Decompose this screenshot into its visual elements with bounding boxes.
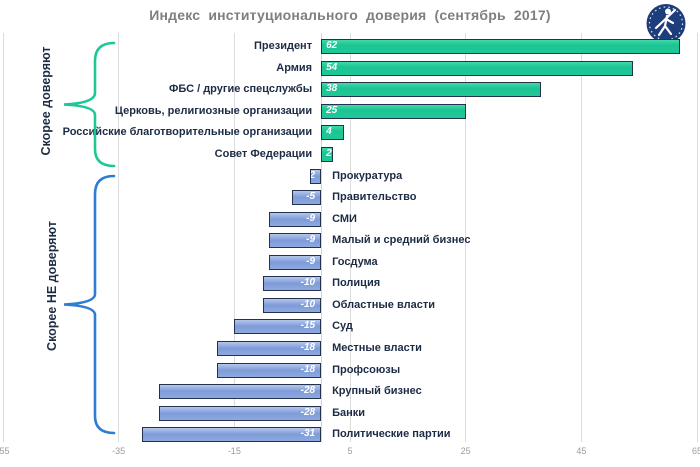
bar-negative: -28 xyxy=(159,384,322,400)
category-label: Полиция xyxy=(332,277,381,290)
x-gridline xyxy=(580,33,582,442)
bar-positive: 25 xyxy=(321,103,466,119)
category-label: Малый и средний бизнес xyxy=(332,234,471,247)
bar-negative: -10 xyxy=(263,297,322,313)
bar-value-label: -15 xyxy=(300,320,316,332)
bar-value-label: 25 xyxy=(326,104,338,116)
x-gridline xyxy=(349,33,351,442)
category-label: Местные власти xyxy=(332,341,422,354)
bar-value-label: 54 xyxy=(326,61,338,73)
category-label: Областные власти xyxy=(332,298,435,311)
bar-value-label: -31 xyxy=(300,428,316,440)
bar-positive: 4 xyxy=(321,125,345,141)
x-axis-tick-label: 25 xyxy=(460,446,471,456)
bar-value-label: -18 xyxy=(300,363,316,375)
bar-negative: -18 xyxy=(216,340,322,356)
x-axis-tick-label: -35 xyxy=(112,446,126,456)
category-label: ФБС / другие спецслужбы xyxy=(168,83,313,96)
bar-negative: -5 xyxy=(292,190,322,206)
x-axis-tick-label: 65 xyxy=(691,446,700,456)
bar-value-label: 2 xyxy=(309,169,316,181)
bar-value-label: -28 xyxy=(300,406,316,418)
bar-positive: 38 xyxy=(321,82,541,98)
bar-value-label: 2 xyxy=(326,148,332,160)
zero-axis-line xyxy=(320,33,322,442)
x-axis-tick-label: 45 xyxy=(576,446,587,456)
bar-positive: 54 xyxy=(321,60,634,76)
bar-negative: -9 xyxy=(269,233,322,249)
bar-value-label: 4 xyxy=(326,126,332,138)
bar-value-label: -9 xyxy=(306,234,316,246)
bar-value-label: -9 xyxy=(306,255,316,267)
category-label: Крупный бизнес xyxy=(332,385,422,398)
bar-value-label: -10 xyxy=(300,277,316,289)
chart-title: Индекс институционального доверия (сентя… xyxy=(149,7,551,23)
x-gridline xyxy=(465,33,467,442)
x-axis-tick-label: -55 xyxy=(0,446,10,456)
levada-center-logo xyxy=(646,4,686,43)
group-label-distrust: Скорее НЕ доверяют xyxy=(45,221,59,351)
x-gridline xyxy=(118,33,120,442)
bar-value-label: -18 xyxy=(300,341,316,353)
bar-negative: 2 xyxy=(309,168,322,184)
category-label: Профсоюзы xyxy=(332,363,401,376)
bar-negative: -18 xyxy=(216,362,322,378)
category-label: Российские благотворительные организации xyxy=(62,126,313,139)
bar-value-label: -10 xyxy=(300,298,316,310)
bar-value-label: 62 xyxy=(326,40,338,52)
logo-figure-icon xyxy=(654,8,677,37)
x-gridline xyxy=(696,33,698,442)
x-gridline xyxy=(233,33,235,442)
category-label: Правительство xyxy=(332,191,417,204)
bar-negative: -9 xyxy=(269,211,322,227)
bar-positive: 62 xyxy=(321,39,680,55)
category-label: Политические партии xyxy=(332,428,451,441)
bar-negative: -15 xyxy=(234,319,322,335)
category-label: Армия xyxy=(276,61,313,74)
category-label: Прокуратура xyxy=(332,169,403,182)
distrust-group-brace xyxy=(63,174,116,435)
category-label: Президент xyxy=(253,40,313,53)
x-axis-tick-label: -15 xyxy=(227,446,241,456)
category-label: Госдума xyxy=(332,255,378,268)
category-label: СМИ xyxy=(332,212,357,225)
category-label: Суд xyxy=(332,320,353,333)
bar-positive: 2 xyxy=(321,147,333,163)
bar-negative: -9 xyxy=(269,254,322,270)
bar-negative: -31 xyxy=(141,427,322,443)
bar-value-label: -9 xyxy=(306,212,316,224)
x-gridline xyxy=(2,33,4,442)
bar-value-label: 38 xyxy=(326,83,338,95)
trust-group-brace xyxy=(63,41,116,168)
category-label: Банки xyxy=(332,406,366,419)
x-axis-tick-label: 5 xyxy=(347,446,353,456)
category-label: Церковь, религиозные организации xyxy=(114,104,313,117)
category-label: Совет Федерации xyxy=(214,148,313,161)
bar-value-label: -28 xyxy=(300,385,316,397)
group-label-trust: Скорее доверяют xyxy=(39,46,53,156)
bar-negative: -10 xyxy=(263,276,322,292)
bar-value-label: -5 xyxy=(306,191,316,203)
bar-negative: -28 xyxy=(159,405,322,421)
